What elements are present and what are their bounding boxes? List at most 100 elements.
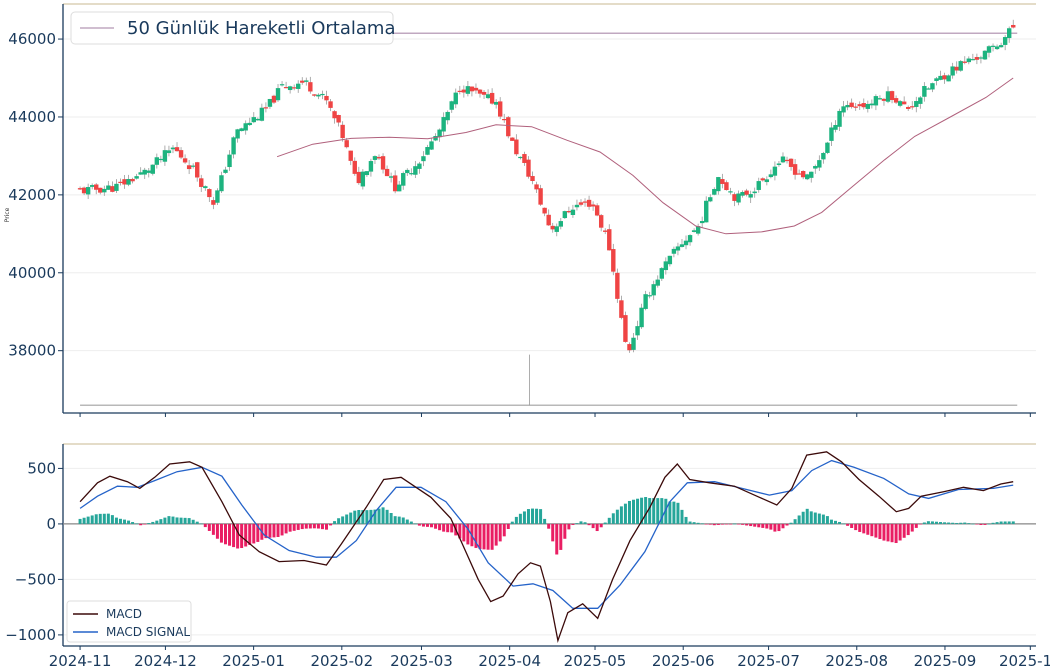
hist-bar-negative — [442, 523, 446, 532]
hist-bar-negative — [547, 523, 551, 529]
hist-bar-positive — [930, 521, 934, 524]
candle-up — [142, 169, 147, 175]
candle-down — [542, 207, 547, 214]
hist-bar-negative — [777, 523, 781, 532]
candle-up — [235, 129, 240, 139]
hist-bar-positive — [999, 521, 1003, 524]
hist-bar-positive — [353, 510, 357, 524]
candle-up — [885, 91, 891, 102]
candle-up — [699, 221, 705, 224]
candle-up — [922, 86, 927, 97]
hist-bar-positive — [632, 499, 636, 524]
candle-up — [986, 46, 992, 53]
candle-down — [186, 165, 192, 170]
hist-bar-positive — [793, 519, 797, 524]
hist-bar-positive — [90, 515, 94, 524]
hist-bar-positive — [733, 523, 737, 525]
candle-up — [829, 127, 834, 141]
hist-bar-positive — [357, 509, 361, 524]
hist-bar-positive — [518, 513, 522, 524]
hist-bar-positive — [583, 522, 587, 524]
hist-bar-positive — [405, 519, 409, 524]
macd-legend-label-signal: MACD SIGNAL — [106, 625, 190, 639]
hist-bar-positive — [199, 523, 203, 525]
hist-bar-positive — [688, 521, 692, 524]
hist-bar-positive — [1011, 521, 1015, 524]
hist-bar-positive — [151, 521, 155, 524]
hist-bar-negative — [486, 523, 490, 550]
hist-bar-negative — [280, 523, 284, 536]
hist-bar-negative — [417, 523, 421, 526]
candle-down — [98, 187, 103, 193]
hist-bar-negative — [595, 523, 599, 532]
candle-down — [469, 86, 475, 92]
hist-bar-negative — [587, 523, 591, 526]
hist-bar-negative — [878, 523, 882, 540]
candle-up — [841, 106, 846, 113]
hist-bar-positive — [619, 506, 623, 524]
candle-up — [558, 221, 563, 227]
hist-bar-negative — [276, 523, 280, 538]
candle-down — [598, 215, 604, 228]
hist-bar-negative — [567, 523, 571, 530]
candle-up — [821, 152, 826, 160]
candle-down — [110, 186, 115, 192]
hist-bar-negative — [890, 523, 894, 543]
hist-bar-negative — [329, 523, 333, 526]
candle-up — [958, 61, 963, 71]
hist-bar-negative — [446, 523, 450, 533]
x-tick-label: 2024-12 — [134, 652, 197, 670]
candle-down — [522, 154, 527, 163]
hist-bar-positive — [991, 522, 995, 524]
hist-bar-positive — [543, 518, 547, 524]
hist-bar-positive — [337, 518, 341, 524]
hist-bar-negative — [906, 523, 910, 536]
candle-up — [708, 197, 713, 202]
hist-bar-negative — [737, 523, 741, 525]
candle-up — [780, 156, 786, 163]
candle-down — [1011, 24, 1016, 28]
hist-bar-positive — [615, 509, 619, 524]
hist-bar-positive — [159, 519, 163, 524]
candle-up — [134, 176, 139, 179]
candle-up — [296, 83, 301, 89]
candle-up — [562, 211, 568, 219]
candle-up — [934, 78, 939, 81]
hist-bar-positive — [821, 514, 825, 524]
candle-down — [81, 187, 87, 194]
hist-bar-negative — [494, 523, 498, 546]
hist-bar-positive — [660, 498, 664, 524]
candle-up — [388, 176, 394, 178]
candle-down — [122, 179, 127, 185]
candle-up — [716, 177, 721, 192]
candle-up — [877, 98, 883, 100]
hist-bar-negative — [438, 523, 442, 531]
hist-bar-negative — [898, 523, 902, 541]
candle-down — [619, 300, 624, 318]
candle-down — [566, 211, 572, 213]
hist-bar-negative — [846, 523, 850, 526]
candle-up — [938, 75, 943, 80]
hist-bar-negative — [866, 523, 870, 535]
candle-down — [901, 101, 907, 105]
x-tick-label: 2025-06 — [652, 652, 715, 670]
hist-bar-positive — [179, 517, 183, 524]
candle-up — [978, 57, 984, 59]
candle-down — [195, 162, 200, 178]
candle-down — [308, 82, 313, 92]
candle-up — [215, 190, 220, 203]
hist-bar-negative — [256, 523, 260, 542]
hist-bar-positive — [385, 509, 389, 524]
candle-up — [138, 172, 143, 175]
hist-bar-positive — [676, 502, 680, 524]
hist-bar-negative — [769, 523, 773, 530]
hist-bar-positive — [664, 498, 668, 524]
candle-up — [651, 284, 656, 296]
hist-bar-negative — [300, 523, 304, 530]
hist-bar-positive — [131, 522, 135, 524]
hist-bar-positive — [175, 517, 179, 524]
candle-up — [695, 226, 701, 234]
hist-bar-positive — [636, 498, 640, 524]
macd-y-tick-label: 0 — [46, 515, 56, 533]
candle-down — [384, 168, 390, 177]
